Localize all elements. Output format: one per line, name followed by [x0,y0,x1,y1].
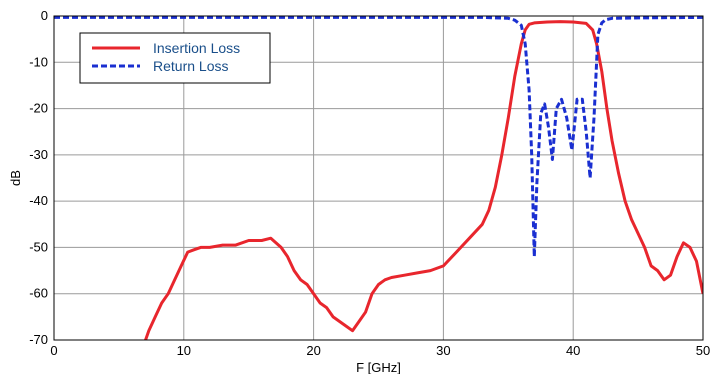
y-tick-label: -10 [29,54,48,69]
y-tick-label: -20 [29,101,48,116]
y-tick-label: -60 [29,286,48,301]
x-tick-label: 10 [177,343,191,358]
y-tick-label: -50 [29,239,48,254]
legend-label-return-loss: Return Loss [153,58,228,74]
x-tick-label: 0 [50,343,57,358]
y-tick-label: 0 [41,8,48,23]
y-tick-label: -30 [29,147,48,162]
tick-labels: 0 10 20 30 40 50 0 -10 -20 -30 -40 -50 -60 -70 [29,8,710,358]
legend-label-insertion-loss: Insertion Loss [153,40,240,56]
x-tick-label: 30 [436,343,450,358]
x-axis-label: F [GHz] [356,360,401,374]
y-tick-label: -70 [29,332,48,347]
series-line-insertion-loss [143,20,703,340]
x-tick-label: 20 [306,343,320,358]
plot-frame [53,15,704,341]
y-tick-label: -40 [29,193,48,208]
legend-box [79,32,271,84]
series-layer [54,16,703,340]
legend: Insertion Loss Return Loss [79,32,271,84]
x-tick-label: 50 [696,343,710,358]
y-axis-label: dB [8,170,23,186]
series-line-return-loss [54,16,703,259]
x-tick-label: 40 [566,343,580,358]
